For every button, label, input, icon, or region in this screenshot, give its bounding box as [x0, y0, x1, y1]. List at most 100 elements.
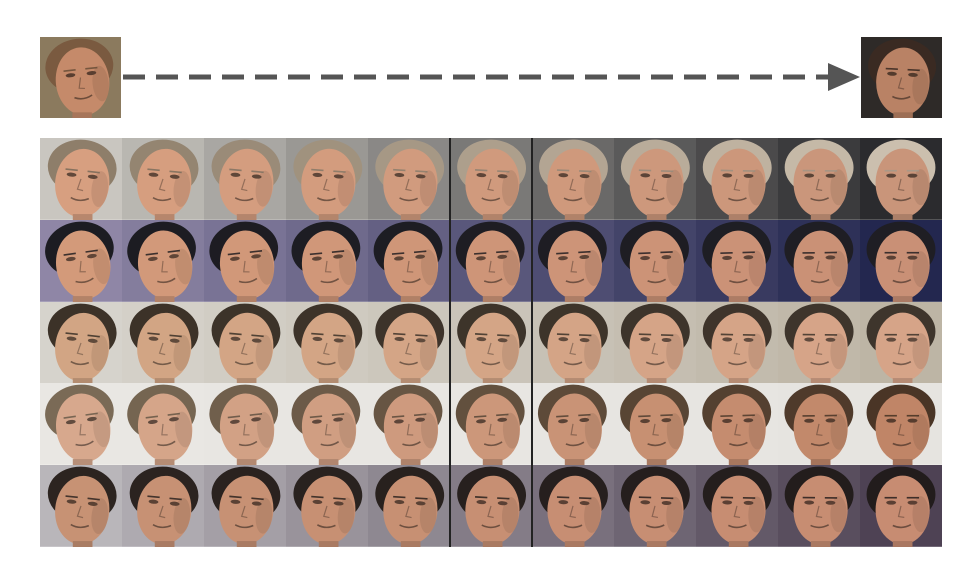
- face-shape: [539, 466, 608, 545]
- face-shape: [47, 466, 117, 545]
- interpolation-frame: [860, 301, 943, 384]
- face-icon: [860, 383, 942, 466]
- face-icon: [860, 138, 942, 221]
- interpolation-frame: [204, 219, 287, 303]
- face-icon: [696, 383, 778, 466]
- interpolation-frame: [122, 465, 205, 548]
- face-shape: [702, 385, 772, 463]
- face-shape: [866, 303, 936, 381]
- face-shape: [47, 139, 117, 218]
- interpolation-frame: [614, 383, 697, 466]
- interpolation-frame: [286, 465, 369, 548]
- interpolation-frame: [696, 219, 779, 303]
- face-shape: [47, 303, 117, 382]
- interpolation-frame: [532, 465, 615, 548]
- interpolation-frame: [122, 219, 205, 303]
- face-icon: [696, 301, 778, 384]
- face-icon: [286, 138, 368, 221]
- face-shape: [620, 139, 690, 218]
- face-icon: [614, 301, 696, 384]
- interpolation-frame: [614, 138, 697, 221]
- column-divider: [531, 138, 533, 547]
- face-icon: [368, 301, 450, 384]
- face-shape: [211, 139, 281, 218]
- face-icon: [696, 465, 778, 548]
- face-icon: [122, 301, 204, 384]
- interpolation-frame: [368, 138, 451, 221]
- face-icon: [122, 383, 204, 466]
- interpolation-frame: [450, 138, 533, 221]
- face-icon: [450, 383, 532, 466]
- face-icon: [368, 465, 450, 548]
- face-shape: [375, 303, 445, 382]
- face-icon: [778, 383, 860, 466]
- face-icon: [778, 465, 860, 548]
- face-shape: [293, 303, 363, 382]
- interpolation-frame: [122, 138, 205, 221]
- face-icon: [40, 301, 122, 384]
- interpolation-frame: [696, 138, 779, 221]
- face-icon: [286, 301, 368, 384]
- face-icon: [204, 301, 286, 384]
- face-shape: [455, 385, 525, 463]
- interpolation-frame: [286, 219, 369, 303]
- interpolation-frame: [122, 301, 205, 384]
- face-icon: [696, 219, 778, 303]
- face-shape: [866, 139, 936, 218]
- face-icon: [204, 465, 286, 548]
- face-shape: [375, 139, 445, 218]
- face-icon: [778, 219, 860, 303]
- face-shape: [866, 466, 936, 545]
- interpolation-frame: [860, 138, 943, 221]
- face-shape: [457, 303, 527, 382]
- target-face-thumbnail: [861, 37, 942, 118]
- interpolation-frame: [204, 383, 287, 466]
- source-face-thumbnail: [40, 37, 121, 118]
- interpolation-frame: [40, 301, 123, 384]
- interpolation-frame: [450, 383, 533, 466]
- face-icon: [368, 219, 450, 303]
- face-icon: [122, 219, 204, 303]
- face-shape: [45, 221, 114, 299]
- face-icon: [861, 37, 942, 118]
- interpolation-frame: [778, 301, 861, 384]
- face-shape: [784, 466, 854, 545]
- interpolation-frame: [778, 138, 861, 221]
- column-divider: [449, 138, 451, 547]
- face-shape: [373, 221, 443, 299]
- face-icon: [368, 383, 450, 466]
- face-shape: [702, 303, 772, 381]
- face-shape: [293, 466, 363, 545]
- face-icon: [450, 219, 532, 303]
- face-icon: [614, 465, 696, 548]
- face-shape: [784, 385, 854, 463]
- face-shape: [45, 38, 114, 116]
- face-icon: [532, 138, 614, 221]
- face-icon: [40, 465, 122, 548]
- face-icon: [204, 138, 286, 221]
- face-icon: [286, 219, 368, 303]
- interpolation-frame: [40, 465, 123, 548]
- interpolation-frame: [286, 138, 369, 221]
- face-icon: [122, 465, 204, 548]
- interpolation-frame: [860, 465, 943, 548]
- face-shape: [537, 221, 607, 300]
- interpolation-frame: [696, 383, 779, 466]
- face-icon: [778, 138, 860, 221]
- face-icon: [778, 301, 860, 384]
- face-shape: [620, 303, 690, 381]
- face-shape: [868, 38, 937, 116]
- interpolation-frame: [204, 465, 287, 548]
- face-icon: [40, 37, 121, 118]
- interpolation-frame: [532, 301, 615, 384]
- face-icon: [450, 465, 532, 548]
- interpolation-frame: [614, 301, 697, 384]
- interpolation-frame: [368, 219, 451, 303]
- interpolation-frame: [614, 465, 697, 548]
- face-shape: [784, 303, 854, 381]
- face-shape: [539, 139, 608, 218]
- face-icon: [450, 301, 532, 384]
- face-icon: [532, 301, 614, 384]
- face-shape: [702, 221, 772, 300]
- face-icon: [860, 465, 942, 548]
